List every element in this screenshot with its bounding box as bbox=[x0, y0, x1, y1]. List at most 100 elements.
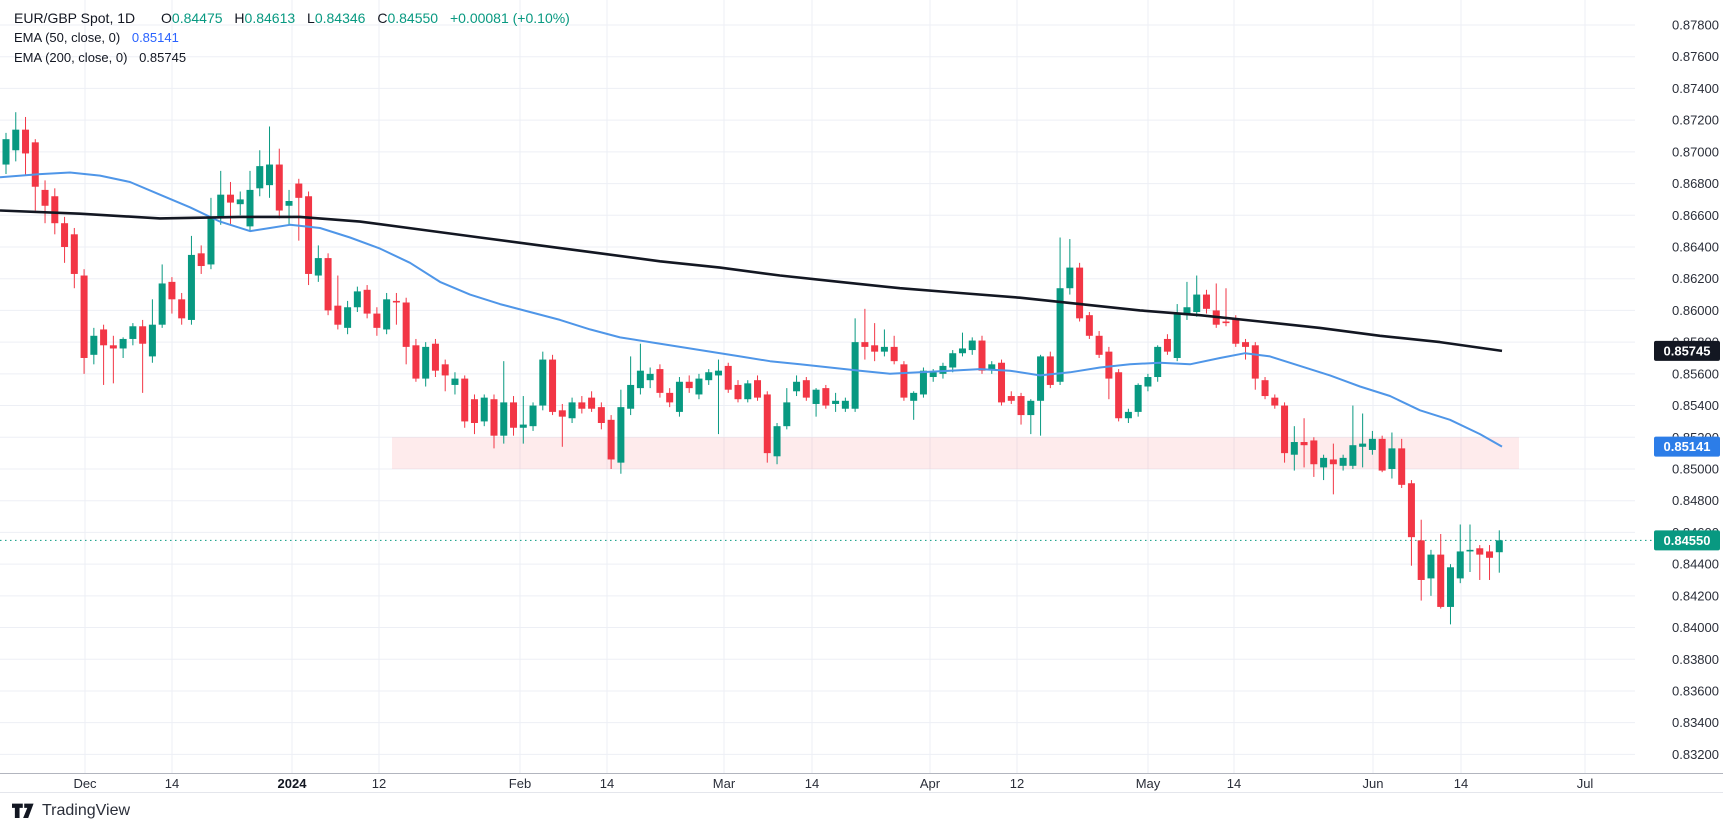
time-tick-label: Apr bbox=[920, 776, 941, 791]
candle bbox=[168, 281, 176, 300]
price-tick-label: 0.86400 bbox=[1672, 239, 1719, 254]
close-key: C bbox=[377, 10, 388, 26]
ema200-price-badge bbox=[1654, 340, 1720, 361]
candle bbox=[383, 299, 391, 330]
tradingview-logo[interactable]: TradingView bbox=[12, 802, 130, 820]
candle bbox=[802, 380, 810, 398]
candle bbox=[109, 345, 117, 349]
candle bbox=[1466, 549, 1474, 552]
candle bbox=[275, 164, 283, 211]
candle bbox=[978, 340, 986, 371]
time-tick-label: 14 bbox=[1227, 776, 1241, 791]
symbol-row[interactable]: EUR/GBP Spot, 1D O0.84475 H0.84613 L0.84… bbox=[14, 8, 570, 28]
price-axis[interactable] bbox=[1635, 0, 1723, 773]
candle bbox=[1368, 438, 1376, 450]
time-tick-label: 12 bbox=[372, 776, 386, 791]
candle bbox=[1017, 396, 1025, 416]
candle bbox=[12, 129, 20, 151]
time-axis[interactable] bbox=[0, 773, 1723, 793]
candle bbox=[1486, 551, 1494, 558]
time-tick-label: Feb bbox=[509, 776, 531, 791]
candle bbox=[480, 397, 488, 422]
candle bbox=[519, 424, 527, 428]
candle bbox=[627, 384, 635, 409]
candle bbox=[1232, 318, 1240, 344]
candle bbox=[1339, 457, 1347, 466]
candle bbox=[1085, 315, 1093, 336]
candle bbox=[80, 275, 88, 358]
ema50-row[interactable]: EMA (50, close, 0) 0.85141 bbox=[14, 28, 570, 48]
candle bbox=[607, 419, 615, 460]
candle bbox=[705, 372, 713, 381]
price-tick-label: 0.85000 bbox=[1672, 461, 1719, 476]
candle bbox=[871, 345, 879, 352]
price-tick-label: 0.87000 bbox=[1672, 144, 1719, 159]
candle bbox=[158, 283, 166, 325]
candle bbox=[461, 378, 469, 422]
candle bbox=[910, 392, 918, 401]
candle bbox=[666, 392, 674, 403]
candle bbox=[1105, 351, 1113, 379]
candle bbox=[588, 397, 596, 409]
time-tick-label: Mar bbox=[713, 776, 736, 791]
candle bbox=[61, 223, 69, 247]
candle bbox=[783, 402, 791, 427]
candle bbox=[539, 359, 547, 406]
candle bbox=[861, 342, 869, 347]
tradingview-logo-icon bbox=[12, 803, 34, 818]
candle bbox=[187, 254, 195, 320]
candle bbox=[1388, 448, 1396, 469]
candle bbox=[1495, 540, 1503, 553]
ema200-value: 0.85745 bbox=[139, 50, 187, 65]
candle bbox=[1407, 483, 1415, 538]
candle bbox=[890, 346, 898, 362]
candle bbox=[100, 329, 108, 346]
candle bbox=[1271, 397, 1279, 406]
candle bbox=[841, 400, 849, 409]
candle bbox=[344, 307, 352, 328]
candle bbox=[822, 388, 830, 406]
price-tick-label: 0.86600 bbox=[1672, 208, 1719, 223]
ema50-value: 0.85141 bbox=[131, 30, 179, 45]
candle bbox=[1183, 307, 1191, 316]
candle bbox=[314, 258, 322, 276]
candle bbox=[1222, 321, 1230, 324]
candle bbox=[656, 369, 664, 393]
candle bbox=[919, 370, 927, 395]
time-tick-label: 14 bbox=[1454, 776, 1468, 791]
price-tick-label: 0.87200 bbox=[1672, 113, 1719, 128]
candle bbox=[1281, 405, 1289, 454]
time-tick-label: 14 bbox=[165, 776, 179, 791]
price-tick-label: 0.83600 bbox=[1672, 683, 1719, 698]
candle bbox=[1300, 442, 1308, 446]
candle bbox=[51, 196, 59, 224]
legend: EUR/GBP Spot, 1D O0.84475 H0.84613 L0.84… bbox=[14, 8, 570, 68]
candle bbox=[22, 129, 30, 154]
candle bbox=[939, 365, 947, 374]
candle bbox=[363, 289, 371, 314]
time-tick-label: Jul bbox=[1577, 776, 1594, 791]
candle bbox=[636, 370, 644, 389]
candle bbox=[285, 201, 293, 206]
open-value: 0.84475 bbox=[171, 10, 223, 26]
candle bbox=[324, 258, 332, 311]
change-value: +0.00081 (+0.10%) bbox=[449, 10, 570, 26]
candle bbox=[470, 399, 478, 423]
candle bbox=[1056, 288, 1064, 382]
ema50-label: EMA (50, close, 0) bbox=[14, 30, 121, 45]
ema200-label: EMA (200, close, 0) bbox=[14, 50, 128, 65]
ema200-row[interactable]: EMA (200, close, 0) 0.85745 bbox=[14, 48, 570, 68]
candle bbox=[412, 345, 420, 379]
price-tick-label: 0.84000 bbox=[1672, 620, 1719, 635]
price-tick-label: 0.86800 bbox=[1672, 176, 1719, 191]
candle bbox=[1007, 396, 1015, 401]
candle bbox=[724, 365, 732, 390]
candle bbox=[256, 166, 264, 189]
candle bbox=[1027, 400, 1035, 416]
time-tick-label: 14 bbox=[805, 776, 819, 791]
candle bbox=[754, 380, 762, 398]
candle bbox=[1427, 554, 1435, 579]
candle bbox=[597, 407, 605, 423]
candle bbox=[500, 402, 508, 436]
